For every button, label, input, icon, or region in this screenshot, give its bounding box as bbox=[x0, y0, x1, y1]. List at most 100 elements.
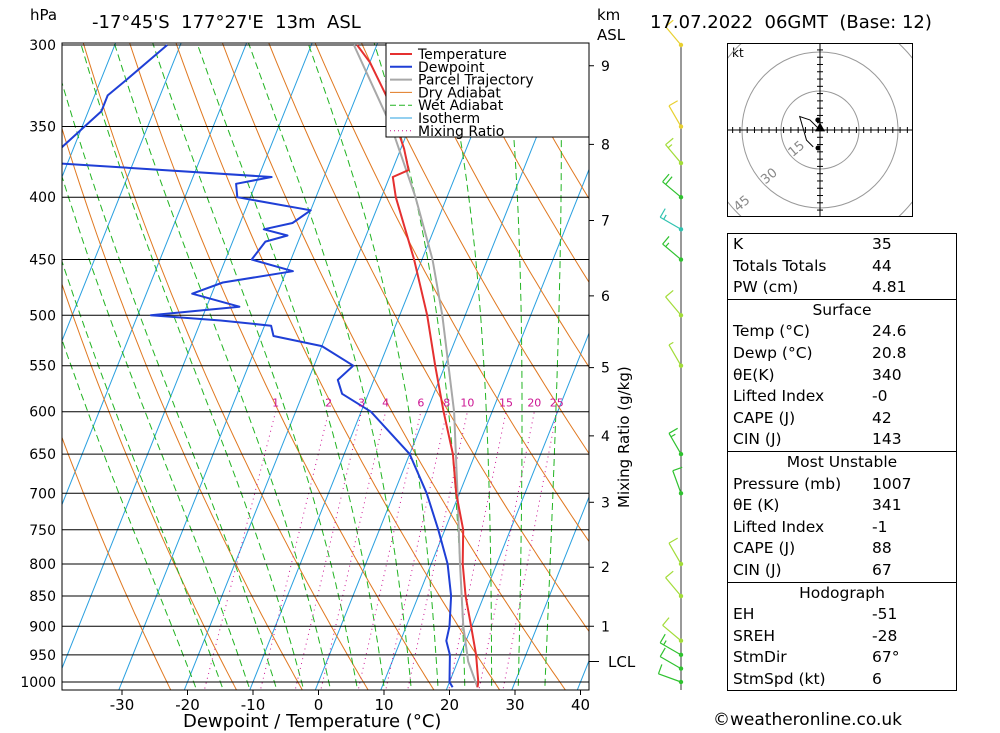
temperature-tick-labels: -30 -20 -10 0 10 20 30 40 bbox=[110, 690, 590, 714]
mixing-ratio-line bbox=[385, 411, 448, 690]
wet-adiabat-line bbox=[544, 43, 562, 690]
wet-adiabat-line bbox=[113, 43, 332, 690]
surface-row: Lifted Index -0 bbox=[728, 386, 956, 408]
dewpoint-line bbox=[62, 44, 454, 688]
mixing-ratio-line bbox=[502, 411, 558, 690]
hodograph-trace bbox=[798, 115, 821, 148]
surface-value: 143 bbox=[872, 430, 902, 449]
height-tick-label: 9 bbox=[601, 59, 610, 75]
hodograph-ring-label: 15 bbox=[786, 138, 808, 160]
hodograph-point bbox=[815, 117, 821, 123]
x-tick-label: -30 bbox=[110, 696, 135, 714]
surface-row: Temp (°C) 24.6 bbox=[728, 321, 956, 343]
mixing-ratio-line bbox=[448, 411, 507, 690]
mixing-ratio-label: 4 bbox=[382, 397, 389, 410]
mu-row: Pressure (mb) 1007 bbox=[728, 474, 956, 496]
hodo-value: -51 bbox=[872, 605, 898, 624]
legend-label: Mixing Ratio bbox=[418, 124, 504, 140]
mixing-ratio-label: 15 bbox=[499, 397, 513, 410]
surface-heading: Surface bbox=[812, 300, 872, 319]
wet-adiabat-line bbox=[62, 338, 198, 690]
pressure-tick-label: 650 bbox=[29, 447, 56, 463]
hodo-label: StmSpd (kt) bbox=[733, 669, 826, 688]
isotherm-line bbox=[62, 43, 182, 343]
wet-adiabat-line bbox=[152, 43, 359, 690]
height-tick-labels: 1 2 3 4 5 6 7 8 9 bbox=[589, 59, 610, 663]
mu-label: θE (K) bbox=[733, 496, 780, 515]
dry-adiabat-line bbox=[453, 43, 589, 284]
lcl-label: LCL bbox=[608, 653, 636, 671]
isotherm-line bbox=[314, 43, 575, 690]
wet-adiabat-line bbox=[62, 259, 224, 690]
wet-adiabat-line bbox=[373, 43, 466, 690]
wet-adiabat-line bbox=[441, 43, 493, 690]
dry-adiabat-line bbox=[62, 436, 172, 690]
isotherm-line bbox=[380, 168, 589, 690]
dry-adiabat-line bbox=[82, 43, 369, 690]
mu-row: CAPE (J) 88 bbox=[728, 538, 956, 560]
mu-label: Lifted Index bbox=[733, 517, 825, 536]
height-tick-label: 8 bbox=[601, 137, 610, 153]
mu-value: -1 bbox=[872, 517, 888, 536]
site-link[interactable]: weatheronline.co.uk bbox=[730, 710, 903, 730]
surface-row: Dewp (°C) 20.8 bbox=[728, 343, 956, 365]
mu-label: CIN (J) bbox=[733, 560, 782, 579]
surface-row: θE(K) 340 bbox=[728, 365, 956, 387]
pressure-gridlines bbox=[62, 44, 589, 683]
mixing-ratio-line bbox=[478, 411, 535, 690]
mixing-ratio-line bbox=[357, 411, 422, 690]
legend-label: Temperature bbox=[417, 47, 507, 63]
legend-label: Parcel Trajectory bbox=[418, 73, 534, 89]
location-title: -17°45'S 177°27'E 13m ASL bbox=[92, 12, 361, 33]
wet-adiabat-line bbox=[62, 81, 278, 690]
height-tick-label: 4 bbox=[601, 429, 610, 445]
index-value: 44 bbox=[872, 256, 892, 275]
copyright-credit[interactable]: ©weatheronline.co.uk bbox=[713, 710, 902, 730]
legend-label: Dewpoint bbox=[418, 60, 485, 76]
surface-value: 20.8 bbox=[872, 343, 907, 362]
isotherm-line bbox=[511, 495, 589, 690]
hodo-value: -28 bbox=[872, 626, 898, 645]
x-tick-label: 30 bbox=[505, 696, 524, 714]
wet-adiabat-line bbox=[196, 43, 385, 690]
wind-barb bbox=[657, 664, 684, 685]
mixing-ratio-grid bbox=[203, 411, 558, 690]
isotherm-line bbox=[249, 43, 510, 690]
hodo-label: StmDir bbox=[733, 648, 787, 667]
wind-barb bbox=[665, 19, 684, 48]
wet-adiabat-line bbox=[307, 43, 439, 690]
isotherm-line bbox=[445, 331, 589, 690]
wind-barb bbox=[659, 208, 684, 232]
index-row-totals: Totals Totals 44 bbox=[728, 256, 956, 278]
wind-barb bbox=[662, 173, 684, 200]
index-row-pw: PW (cm) 4.81 bbox=[728, 277, 956, 299]
wind-barb bbox=[668, 341, 684, 368]
height-tick-label: 1 bbox=[601, 619, 610, 635]
wind-barb bbox=[668, 427, 684, 457]
index-value: 35 bbox=[872, 235, 892, 253]
mu-label: CAPE (J) bbox=[733, 539, 796, 558]
hodo-value: 6 bbox=[872, 669, 882, 688]
mixing-ratio-labels: 1 2 3 4 6 8 10 15 20 25 bbox=[272, 397, 564, 410]
mixing-ratio-label: 3 bbox=[358, 397, 365, 410]
wind-barb bbox=[665, 289, 684, 318]
wind-barb bbox=[662, 617, 684, 643]
pressure-tick-label: 750 bbox=[29, 523, 56, 539]
height-tick-label: 7 bbox=[601, 213, 610, 229]
copyright-icon: © bbox=[713, 710, 730, 730]
mixing-ratio-label: 6 bbox=[417, 397, 424, 410]
parcel-trajectory-line bbox=[352, 44, 479, 688]
wet-adiabat-grid bbox=[62, 43, 562, 690]
wet-adiabat-line bbox=[62, 174, 251, 690]
surface-value: -0 bbox=[872, 387, 888, 406]
mixing-ratio-line bbox=[294, 411, 362, 690]
mixing-ratio-label: 1 bbox=[272, 397, 279, 410]
isotherm-line bbox=[62, 43, 248, 506]
hodo-row: StmSpd (kt) 6 bbox=[728, 669, 956, 691]
hodo-value: 67° bbox=[872, 648, 900, 667]
isotherm-grid bbox=[62, 43, 589, 690]
indices-panel: K 35 Totals Totals 44 PW (cm) 4.81 Surface … bbox=[727, 233, 957, 692]
wind-profile bbox=[657, 19, 684, 690]
